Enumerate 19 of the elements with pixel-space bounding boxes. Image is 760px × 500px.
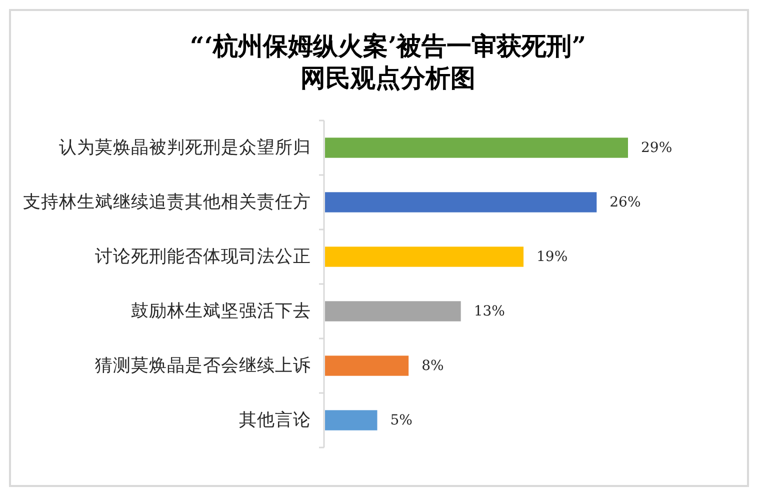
bar <box>325 246 524 267</box>
y-tick-label: 认为莫焕晶被判死刑是众望所归 <box>59 136 311 158</box>
y-tick-label: 鼓励林生斌坚强活下去 <box>131 301 311 322</box>
bar <box>325 356 409 376</box>
bar <box>325 192 597 212</box>
y-tick-label: 支持林生斌继续追责其他相关责任方 <box>23 191 311 212</box>
bar <box>325 138 628 158</box>
data-label: 26% <box>610 194 641 210</box>
chart-title: “‘杭州保姆纵火案’被告一审获死刑” 网民观点分析图 <box>190 32 586 92</box>
data-label: 8% <box>422 358 444 374</box>
data-label: 29% <box>641 140 672 156</box>
data-label: 19% <box>536 248 568 265</box>
bar <box>325 301 461 322</box>
data-label: 5% <box>390 412 412 428</box>
y-tick-label: 猜测莫焕晶是否会继续上诉 <box>95 356 311 376</box>
y-tick-label: 讨论死刑能否体现司法公正 <box>95 246 311 267</box>
y-tick-label: 其他言论 <box>239 409 311 430</box>
data-label: 13% <box>474 303 505 320</box>
bar <box>325 410 378 430</box>
